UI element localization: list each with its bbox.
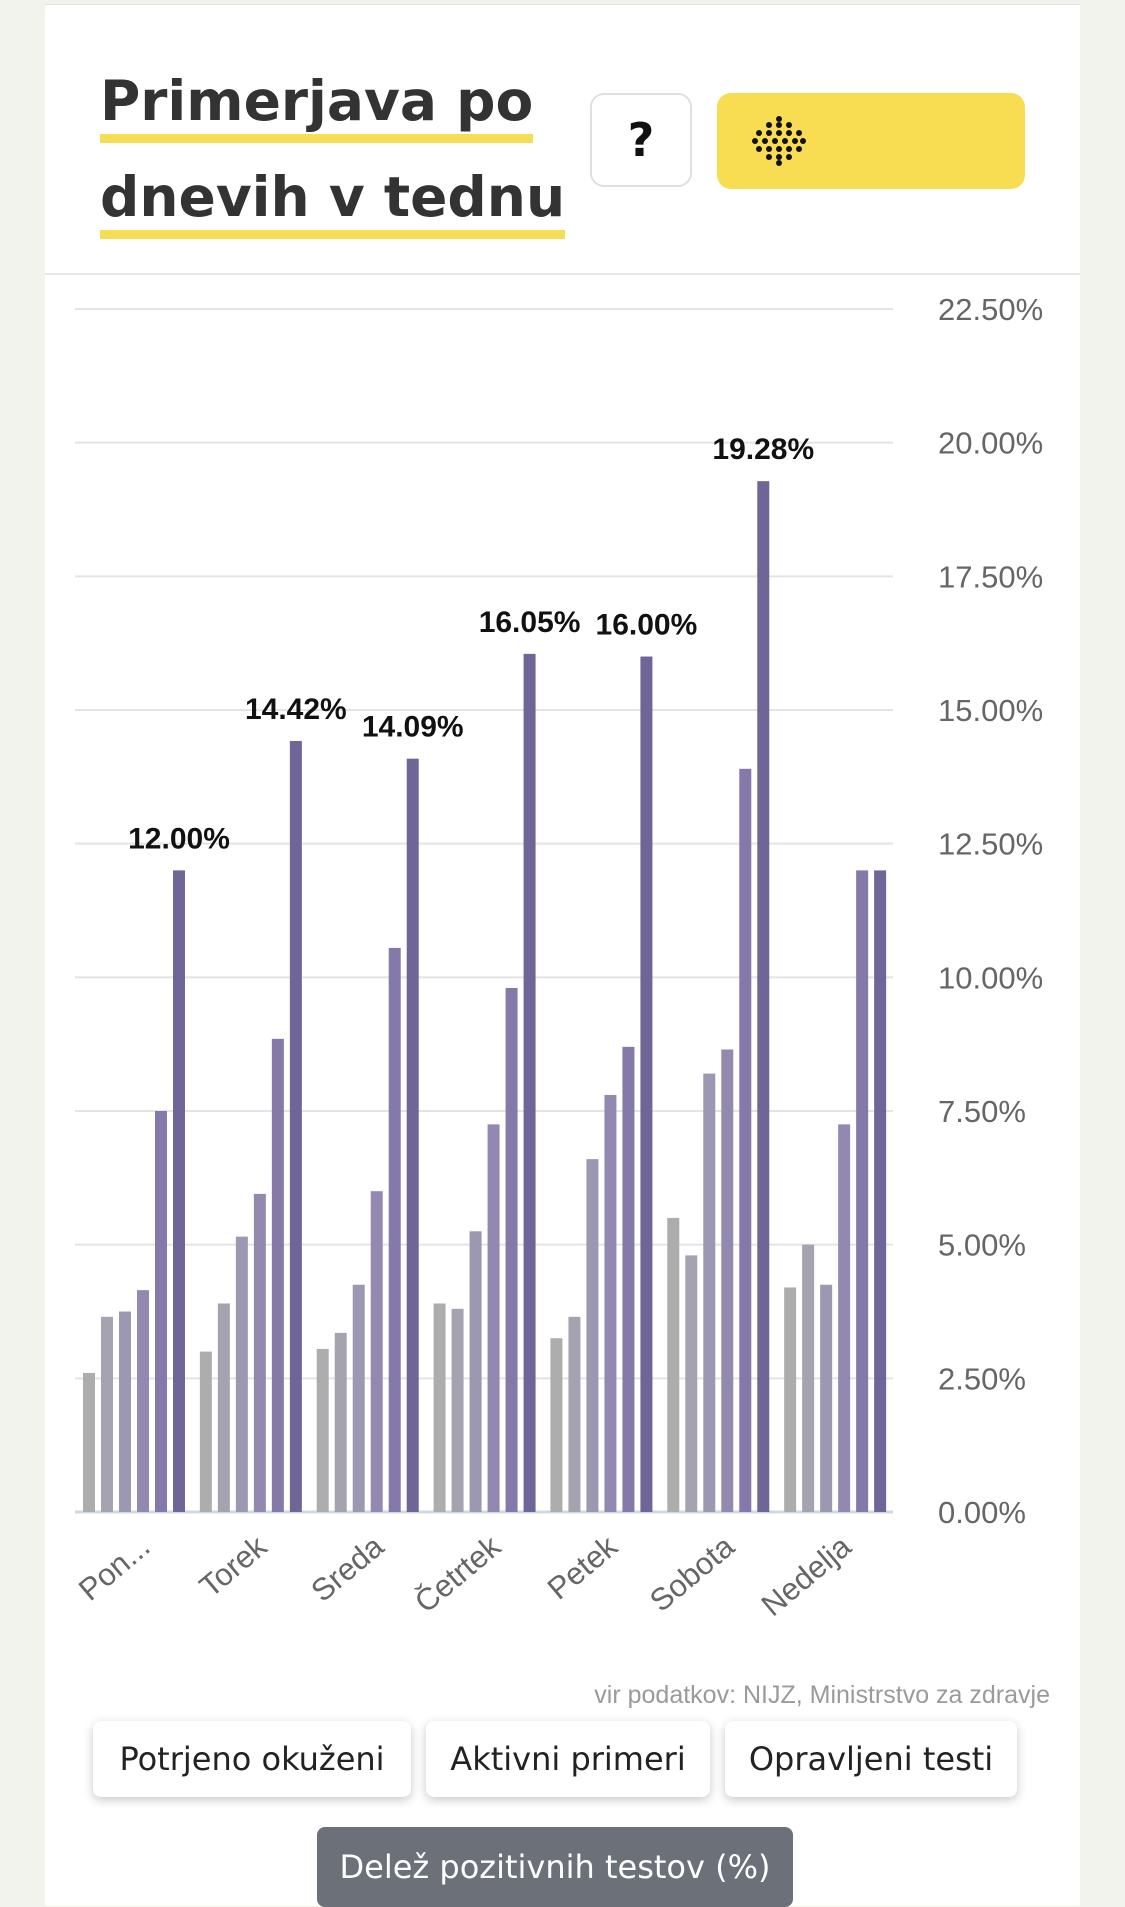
bar <box>604 1094 617 1512</box>
x-tick-label: Petek <box>541 1528 625 1606</box>
bar <box>271 1038 284 1512</box>
bar <box>640 656 653 1512</box>
data-label: 16.05% <box>479 606 581 639</box>
bar <box>784 1287 797 1512</box>
help-button[interactable]: ? <box>590 93 692 187</box>
bar <box>334 1332 347 1512</box>
bar <box>388 947 401 1512</box>
chart-card: Primerjava po dnevih v tednu ? 0.00% 2.50… <box>45 4 1080 1907</box>
bar <box>856 870 869 1512</box>
header-divider <box>45 273 1080 275</box>
bar <box>101 1316 113 1512</box>
data-label: 19.28% <box>712 433 814 466</box>
bar <box>352 1284 365 1512</box>
data-label: 14.42% <box>245 693 347 726</box>
series-button-positive-share[interactable]: Delež pozitivnih testov (%) <box>317 1827 793 1907</box>
y-tick-label: 7.50% <box>938 1094 1026 1129</box>
title-line-1: Primerjava po <box>100 68 534 143</box>
bar <box>568 1316 581 1512</box>
bar <box>137 1290 149 1512</box>
bar <box>217 1303 230 1512</box>
bar <box>155 1111 167 1512</box>
bar <box>685 1255 698 1512</box>
bar <box>703 1073 716 1512</box>
bar <box>874 870 887 1512</box>
bar <box>289 741 302 1512</box>
title-line-2: dnevih v tednu <box>100 164 566 239</box>
y-tick-label: 15.00% <box>938 693 1043 728</box>
dot-grid-icon <box>752 116 806 166</box>
bar-chart: 0.00% 2.50% 5.00% 7.50% 10.00% 12.50% 15.00% 17… <box>72 292 1043 1623</box>
y-tick-label: 17.50% <box>938 559 1043 594</box>
y-tick-label: 22.50% <box>938 292 1043 327</box>
bar <box>199 1351 212 1512</box>
share-button[interactable] <box>717 93 1025 189</box>
bar <box>739 768 752 1512</box>
bar <box>802 1244 815 1512</box>
bar <box>235 1236 248 1512</box>
bar <box>451 1308 464 1512</box>
x-tick-label: Četrtek <box>408 1528 507 1619</box>
data-label: 16.00% <box>596 609 698 642</box>
x-tick-label: Torek <box>193 1528 274 1604</box>
bar <box>119 1311 131 1512</box>
x-tick-label: Pon... <box>72 1529 157 1608</box>
bar <box>667 1217 680 1512</box>
bar <box>487 1124 500 1512</box>
bar <box>721 1049 734 1512</box>
y-tick-label: 12.50% <box>938 827 1043 862</box>
bar <box>550 1338 563 1512</box>
y-tick-label: 5.00% <box>938 1228 1026 1263</box>
bar <box>469 1231 482 1512</box>
y-tick-label: 10.00% <box>938 960 1043 995</box>
x-tick-label: Nedelja <box>755 1528 859 1623</box>
data-label: 12.00% <box>128 822 230 855</box>
x-tick-label: Sobota <box>643 1528 741 1618</box>
series-button-confirmed[interactable]: Potrjeno okuženi <box>93 1721 411 1797</box>
bar <box>253 1193 266 1512</box>
page-title: Primerjava po dnevih v tednu <box>100 61 570 253</box>
y-tick-label: 0.00% <box>938 1495 1026 1530</box>
bar <box>316 1348 329 1512</box>
bar <box>433 1303 446 1512</box>
series-button-active-cases[interactable]: Aktivni primeri <box>426 1721 710 1797</box>
bar <box>83 1372 95 1512</box>
bar <box>523 653 536 1512</box>
source-note: vir podatkov: NIJZ, Ministrstvo za zdrav… <box>594 1681 1050 1709</box>
bar <box>622 1046 635 1512</box>
x-tick-label: Sreda <box>304 1528 390 1608</box>
bar <box>505 988 518 1512</box>
y-tick-label: 20.00% <box>938 426 1043 461</box>
bar <box>820 1284 833 1512</box>
bar <box>838 1124 851 1512</box>
bar <box>406 758 419 1512</box>
bar <box>173 870 185 1512</box>
series-button-tests[interactable]: Opravljeni testi <box>725 1721 1017 1797</box>
bar <box>586 1159 599 1512</box>
bar <box>370 1191 383 1512</box>
y-tick-label: 2.50% <box>938 1361 1026 1396</box>
bar <box>757 481 770 1513</box>
data-label: 14.09% <box>362 711 464 744</box>
